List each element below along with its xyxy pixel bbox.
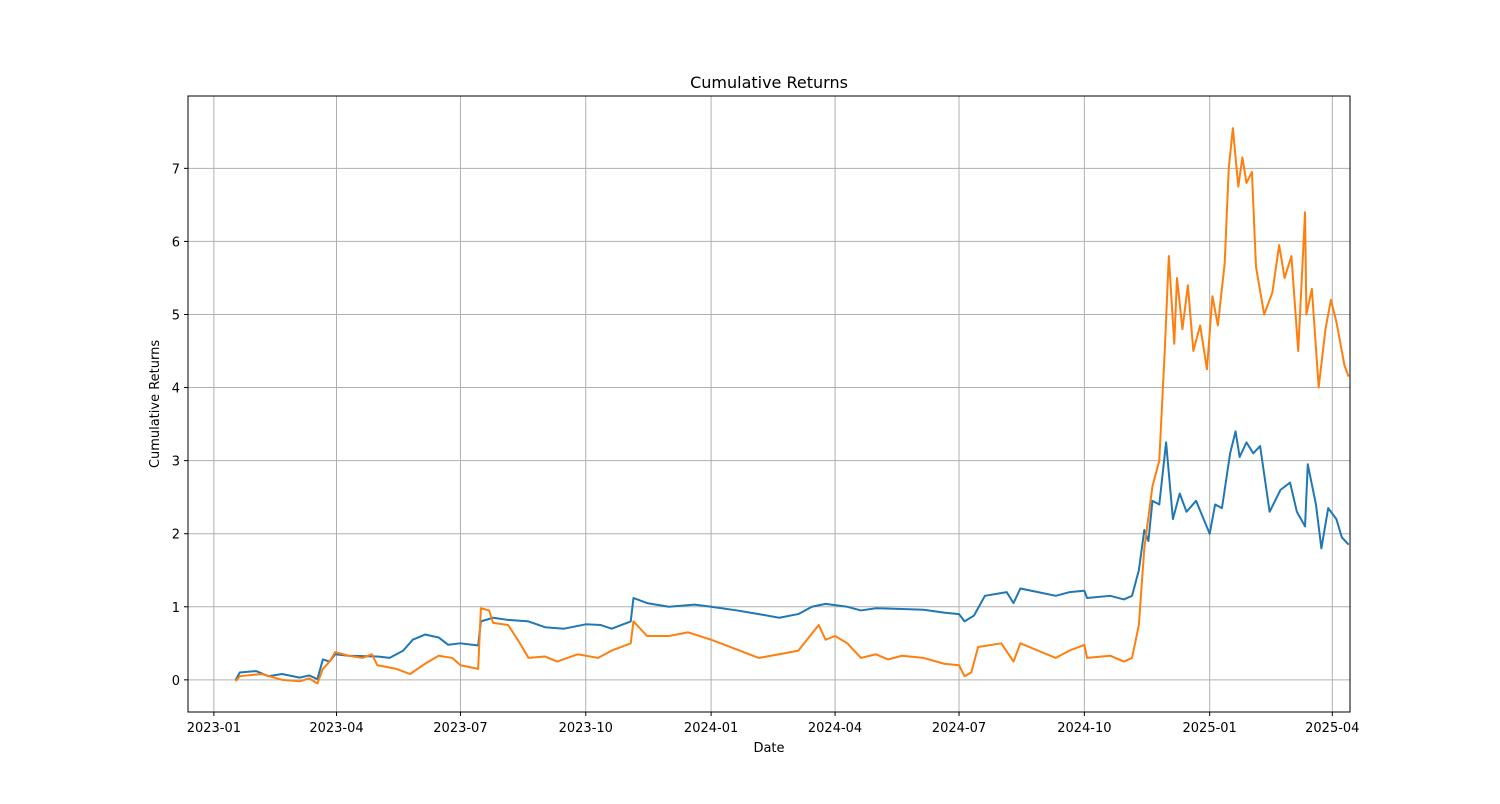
grid [188, 96, 1350, 712]
y-axis: 0 1 2 3 4 5 6 7 [172, 162, 188, 689]
y-tick-label: 7 [172, 162, 180, 177]
y-axis-label: Cumulative Returns [148, 340, 163, 468]
series-line-1 [234, 430, 1350, 681]
y-tick-label: 3 [172, 455, 180, 470]
x-tick-label: 2024-04 [808, 721, 862, 736]
chart-title: Cumulative Returns [690, 73, 848, 92]
y-tick-label: 4 [172, 382, 180, 397]
series-line-2 [234, 127, 1350, 685]
x-tick-label: 2025-01 [1183, 721, 1237, 736]
plot-frame [187, 95, 1351, 713]
y-tick-label: 0 [172, 674, 180, 689]
x-tick-label: 2024-10 [1057, 721, 1111, 736]
x-tick-label: 2023-01 [187, 721, 241, 736]
y-tick-label: 6 [172, 235, 180, 250]
x-tick-label: 2023-04 [309, 721, 363, 736]
x-tick-label: 2023-07 [433, 721, 487, 736]
y-tick-label: 5 [172, 308, 180, 323]
series-lines [234, 127, 1350, 685]
x-axis-label: Date [753, 741, 784, 756]
x-tick-label: 2023-10 [559, 721, 613, 736]
y-tick-label: 1 [172, 601, 180, 616]
x-tick-label: 2024-07 [932, 721, 986, 736]
x-tick-label: 2025-04 [1305, 721, 1359, 736]
x-axis: 2023-01 2023-04 2023-07 2023-10 2024-01 2024-… [187, 712, 1359, 736]
x-tick-label: 2024-01 [684, 721, 738, 736]
y-tick-label: 2 [172, 528, 180, 543]
